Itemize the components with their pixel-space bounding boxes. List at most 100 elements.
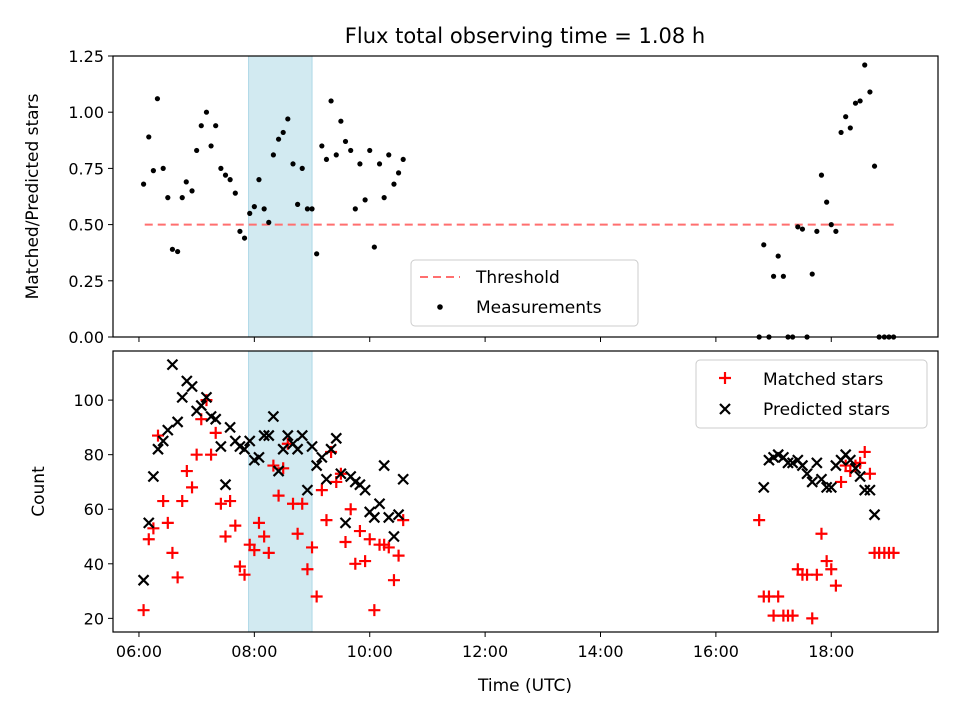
count-y-tick-label: 20	[84, 609, 104, 628]
matched-star-point	[267, 459, 280, 472]
legend-predicted-swatch	[719, 403, 731, 415]
matched-star-point	[272, 489, 285, 502]
predicted-star-point	[806, 476, 819, 488]
predicted-star-point	[306, 440, 318, 453]
measurement-point	[194, 147, 200, 154]
ratio-legend: Threshold Measurements	[410, 259, 639, 327]
matched-star-point	[190, 448, 203, 461]
matched-star-point	[349, 557, 362, 570]
predicted-star-point	[238, 443, 251, 455]
predicted-star-point	[844, 454, 857, 466]
predicted-star-point	[335, 467, 347, 480]
measurement-point	[323, 156, 330, 163]
measurement-point	[381, 195, 387, 201]
matched-star-point	[829, 579, 842, 592]
matched-star-point	[209, 426, 222, 439]
measurement-point	[376, 161, 383, 167]
measurement-point	[342, 138, 349, 145]
matched-star-point	[858, 445, 871, 458]
x-tick-label: 14:00	[577, 642, 623, 661]
predicted-star-point	[200, 391, 213, 404]
predicted-star-point	[219, 478, 232, 491]
matched-star-point	[142, 533, 155, 546]
matched-star-point	[171, 571, 184, 584]
matched-star-point	[233, 560, 246, 573]
measurement-point	[871, 163, 878, 169]
measurement-point	[169, 246, 176, 252]
predicted-star-point	[137, 574, 150, 586]
matched-star-point	[835, 475, 848, 488]
ratio-legend-frame	[410, 259, 639, 327]
measurement-point	[852, 100, 859, 106]
predicted-star-point	[209, 413, 222, 425]
measurement-point	[247, 210, 253, 216]
matched-star-point	[152, 429, 164, 442]
measurement-point	[146, 134, 152, 140]
predicted-star-point	[162, 424, 174, 436]
measurement-point	[304, 206, 311, 212]
measurement-point	[261, 206, 267, 212]
measurement-point	[140, 181, 147, 187]
measurement-point	[828, 222, 834, 228]
measurement-point	[780, 273, 786, 279]
measurement-point	[333, 152, 339, 158]
measurement-point	[299, 165, 305, 171]
predicted-star-point	[296, 429, 309, 442]
matched-star-point	[806, 612, 819, 625]
matched-star-point	[180, 465, 193, 478]
predicted-star-point	[815, 473, 828, 486]
measurement-point	[818, 172, 825, 178]
measurement-point	[824, 199, 830, 205]
predicted-star-point	[864, 484, 876, 496]
matched-star-point	[863, 467, 876, 480]
predicted-star-point	[316, 451, 328, 464]
measurement-point	[295, 201, 301, 207]
count-highlight-span	[248, 350, 313, 633]
predicted-star-point	[388, 530, 400, 543]
predicted-star-point	[262, 429, 275, 442]
matched-star-point	[810, 568, 823, 581]
count-legend-frame	[695, 359, 928, 429]
measurement-point	[352, 206, 358, 212]
measurement-point	[400, 156, 406, 163]
measurement-point	[367, 147, 373, 154]
ratio-panel: 0.00 0.25 0.50 0.75 1.00 1.25	[68, 47, 939, 347]
predicted-star-point	[310, 459, 323, 472]
measurement-point	[357, 161, 363, 167]
matched-star-point	[320, 514, 333, 527]
legend-measurements-label: Measurements	[476, 298, 602, 318]
matched-star-point	[224, 495, 237, 508]
measurement-point	[266, 219, 272, 225]
predicted-star-point	[320, 473, 333, 486]
matched-star-point	[301, 563, 314, 576]
predicted-star-point	[176, 391, 189, 404]
matched-star-point	[387, 574, 400, 587]
matched-star-point	[306, 541, 319, 554]
matched-star-point	[339, 535, 352, 548]
predicted-star-point	[267, 410, 280, 423]
predicted-star-point	[796, 459, 809, 472]
matched-star-point	[205, 448, 218, 461]
predicted-star-point	[359, 484, 371, 496]
predicted-star-point	[301, 484, 314, 496]
measurement-point	[275, 136, 282, 142]
matched-star-point	[397, 514, 410, 527]
matched-star-point	[291, 527, 304, 540]
ratio-highlight-span	[248, 55, 313, 338]
measurement-point	[175, 248, 181, 255]
count-y-tick-label: 40	[84, 555, 104, 574]
count-panel-ylabel: Count	[29, 466, 49, 517]
predicted-star-point	[142, 517, 155, 529]
predicted-star-point	[147, 470, 160, 483]
matched-star-point	[137, 604, 150, 617]
measurement-point	[809, 271, 815, 277]
x-tick-label: 16:00	[693, 642, 739, 661]
matched-star-point	[772, 590, 785, 603]
matched-star-point	[825, 563, 838, 576]
measurement-point	[338, 118, 344, 124]
measurement-point	[775, 253, 781, 259]
x-tick-label: 18:00	[808, 642, 854, 661]
measurement-point	[222, 172, 229, 178]
predicted-star-point	[152, 443, 164, 455]
